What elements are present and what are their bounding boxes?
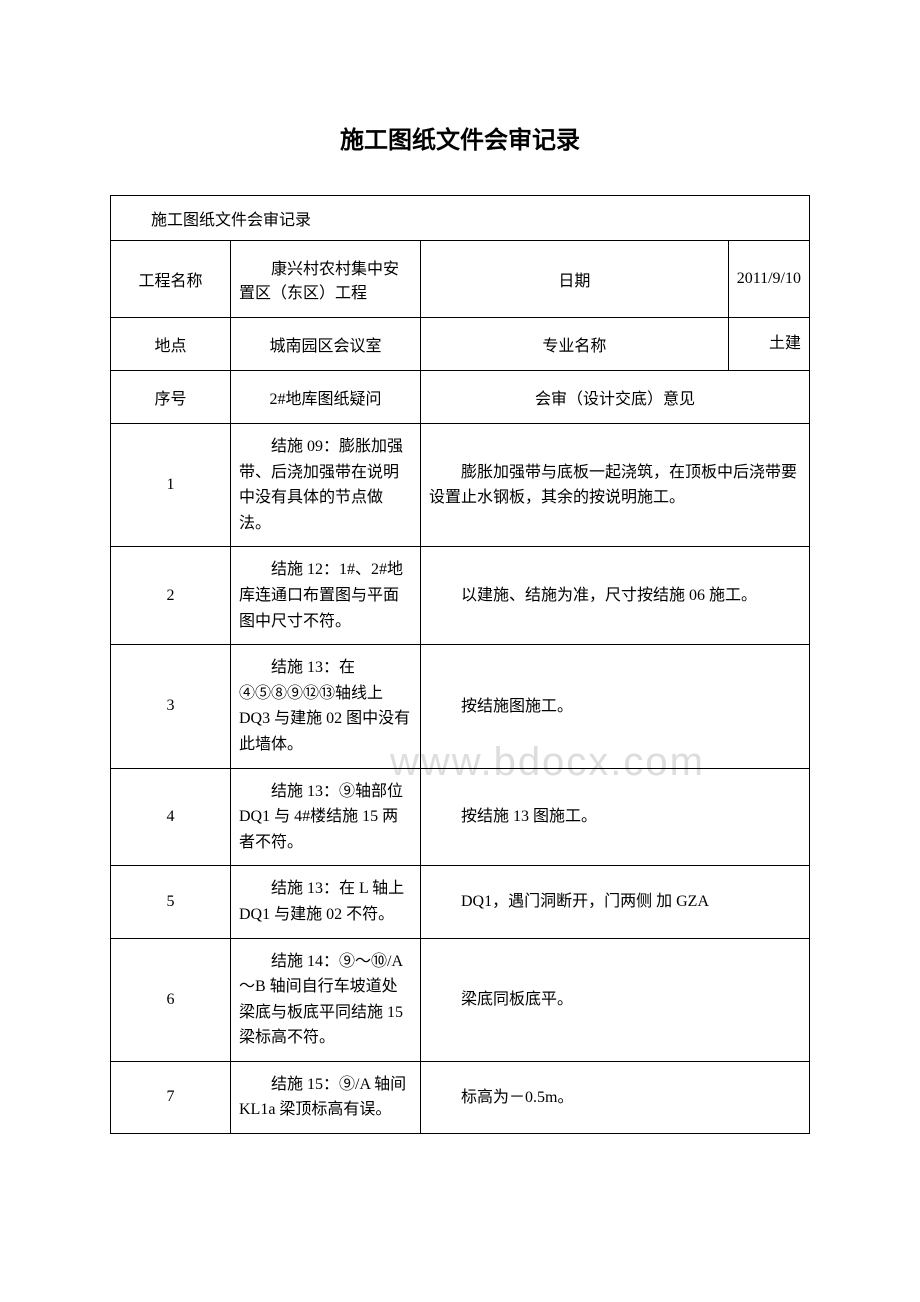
specialty-label: 专业名称 — [421, 318, 729, 371]
meta-row-location: 地点 城南园区会议室 专业名称 土建 — [111, 318, 810, 371]
question-header: 2#地库图纸疑问 — [231, 371, 421, 424]
column-header-row: 序号 2#地库图纸疑问 会审（设计交底）意见 — [111, 371, 810, 424]
question-cell: 结施 09：膨胀加强带、后浇加强带在说明中没有具体的节点做法。 — [231, 424, 421, 547]
answer-cell: 按结施图施工。 — [421, 645, 810, 768]
opinion-header: 会审（设计交底）意见 — [421, 371, 810, 424]
project-value: 康兴村农村集中安置区（东区）工程 — [231, 241, 421, 318]
table-row: 2 结施 12：1#、2#地库连通口布置图与平面图中尺寸不符。 以建施、结施为准… — [111, 547, 810, 645]
question-cell: 结施 12：1#、2#地库连通口布置图与平面图中尺寸不符。 — [231, 547, 421, 645]
seq-header: 序号 — [111, 371, 231, 424]
table-row: 1 结施 09：膨胀加强带、后浇加强带在说明中没有具体的节点做法。 膨胀加强带与… — [111, 424, 810, 547]
specialty-value: 土建 — [728, 318, 809, 371]
project-label: 工程名称 — [111, 241, 231, 318]
question-cell: 结施 13：在④⑤⑧⑨⑫⑬轴线上 DQ3 与建施 02 图中没有此墙体。 — [231, 645, 421, 768]
meta-row-project: 工程名称 康兴村农村集中安置区（东区）工程 日期 2011/9/10 — [111, 241, 810, 318]
table-row: 6 结施 14：⑨～⑩/A～B 轴间自行车坡道处梁底与板底平同结施 15 梁标高… — [111, 938, 810, 1061]
review-table: 施工图纸文件会审记录 工程名称 康兴村农村集中安置区（东区）工程 日期 2011… — [110, 195, 810, 1134]
table-row: 3 结施 13：在④⑤⑧⑨⑫⑬轴线上 DQ3 与建施 02 图中没有此墙体。 按… — [111, 645, 810, 768]
location-value: 城南园区会议室 — [231, 318, 421, 371]
seq-cell: 6 — [111, 938, 231, 1061]
table-row: 5 结施 13：在 L 轴上 DQ1 与建施 02 不符。 DQ1，遇门洞断开，… — [111, 866, 810, 938]
page-title: 施工图纸文件会审记录 — [110, 120, 810, 155]
table-row: 7 结施 15：⑨/A 轴间 KL1a 梁顶标高有误。 标高为－0.5m。 — [111, 1061, 810, 1133]
table-row: 4 结施 13：⑨轴部位 DQ1 与 4#楼结施 15 两者不符。 按结施 13… — [111, 768, 810, 866]
answer-cell: 梁底同板底平。 — [421, 938, 810, 1061]
seq-cell: 1 — [111, 424, 231, 547]
seq-cell: 4 — [111, 768, 231, 866]
question-cell: 结施 14：⑨～⑩/A～B 轴间自行车坡道处梁底与板底平同结施 15 梁标高不符… — [231, 938, 421, 1061]
answer-cell: 按结施 13 图施工。 — [421, 768, 810, 866]
date-label: 日期 — [421, 241, 729, 318]
answer-cell: 膨胀加强带与底板一起浇筑，在顶板中后浇带要设置止水钢板，其余的按说明施工。 — [421, 424, 810, 547]
seq-cell: 7 — [111, 1061, 231, 1133]
answer-cell: 以建施、结施为准，尺寸按结施 06 施工。 — [421, 547, 810, 645]
seq-cell: 2 — [111, 547, 231, 645]
date-value: 2011/9/10 — [728, 241, 809, 318]
seq-cell: 3 — [111, 645, 231, 768]
question-cell: 结施 13：⑨轴部位 DQ1 与 4#楼结施 15 两者不符。 — [231, 768, 421, 866]
location-label: 地点 — [111, 318, 231, 371]
answer-cell: 标高为－0.5m。 — [421, 1061, 810, 1133]
question-cell: 结施 13：在 L 轴上 DQ1 与建施 02 不符。 — [231, 866, 421, 938]
table-title-row: 施工图纸文件会审记录 — [111, 196, 810, 241]
answer-cell: DQ1，遇门洞断开，门两侧 加 GZA — [421, 866, 810, 938]
seq-cell: 5 — [111, 866, 231, 938]
question-cell: 结施 15：⑨/A 轴间 KL1a 梁顶标高有误。 — [231, 1061, 421, 1133]
table-header-cell: 施工图纸文件会审记录 — [111, 196, 810, 241]
